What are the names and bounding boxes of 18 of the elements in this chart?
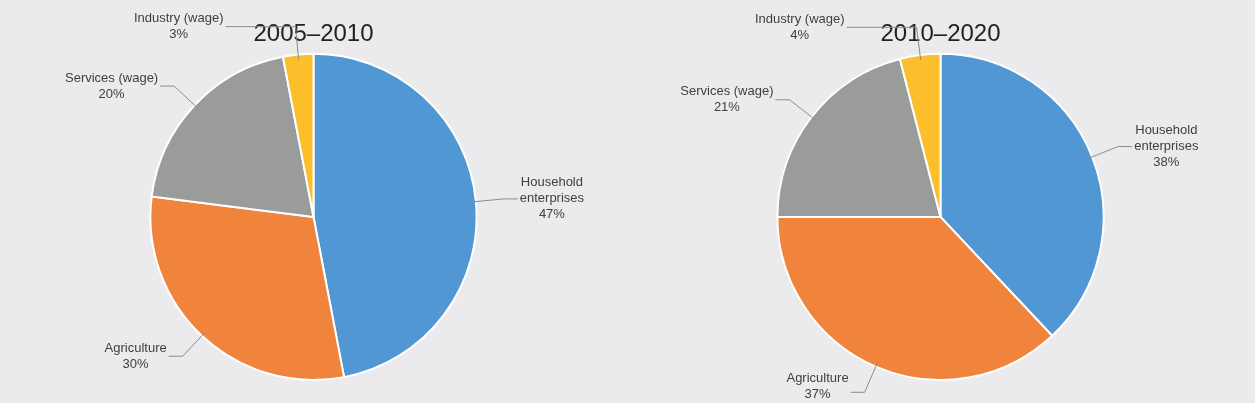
data-label: 21% [713, 99, 741, 115]
slice-label: Agriculture [786, 369, 849, 385]
data-label: 3% [169, 26, 189, 42]
data-label: 4% [790, 26, 810, 42]
slice-label: Services (wage) [64, 69, 159, 85]
data-label: 37% [804, 385, 831, 401]
chart-title: 2005–2010 [253, 19, 374, 47]
data-label: 20% [98, 85, 126, 101]
slice-label: Household enterprises [1134, 122, 1199, 154]
slice-label: Industry (wage) [133, 10, 224, 26]
data-label: 47% [538, 206, 566, 222]
data-label: 38% [1153, 154, 1180, 170]
slice-label: Agriculture [104, 339, 167, 355]
slice-label: Services (wage) [680, 83, 774, 99]
slice-label: Household enterprises [519, 174, 585, 206]
slice-label: Industry (wage) [754, 10, 845, 26]
data-label: 30% [122, 355, 150, 371]
chart-title: 2010–2020 [880, 19, 1001, 47]
